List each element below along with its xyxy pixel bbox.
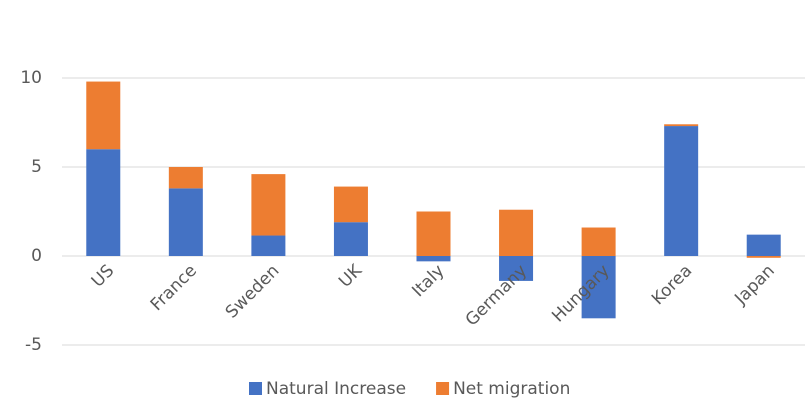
- legend-swatch: [249, 382, 262, 395]
- legend-label: Natural Increase: [266, 379, 406, 399]
- bar-segment: [251, 174, 286, 236]
- bar-segment: [86, 149, 121, 256]
- bar-segment: [746, 234, 781, 256]
- bar-segment: [664, 124, 699, 127]
- x-tick-label: Korea: [648, 261, 696, 309]
- bar-segment: [416, 256, 451, 262]
- bar-segment: [581, 256, 616, 319]
- x-tick-label: Italy: [408, 261, 448, 301]
- bar-segment: [168, 167, 203, 189]
- y-tick-label: 5: [31, 157, 42, 177]
- bar-segment: [251, 235, 286, 256]
- x-tick-label: Germany: [462, 261, 531, 330]
- legend-swatch: [436, 382, 450, 395]
- bar-segment: [499, 256, 534, 281]
- bar-segment: [416, 211, 451, 256]
- y-tick-label: 0: [31, 246, 42, 266]
- y-tick-label: -5: [25, 335, 42, 355]
- x-tick-label: Japan: [730, 261, 778, 309]
- bar-segment: [581, 227, 616, 256]
- x-tick-label: UK: [335, 260, 366, 291]
- bar-segment: [333, 222, 368, 256]
- bar-segment: [86, 81, 121, 150]
- bar-segment: [333, 186, 368, 223]
- y-tick-label: 10: [20, 68, 42, 88]
- legend-label: Net migration: [453, 379, 570, 399]
- bar-segment: [664, 126, 699, 256]
- x-tick-label: US: [88, 261, 119, 292]
- x-tick-label: France: [147, 261, 201, 315]
- bar-segment: [168, 188, 203, 256]
- bar-segment: [746, 256, 781, 258]
- bar-segment: [499, 209, 534, 256]
- x-tick-label: Sweden: [222, 261, 284, 323]
